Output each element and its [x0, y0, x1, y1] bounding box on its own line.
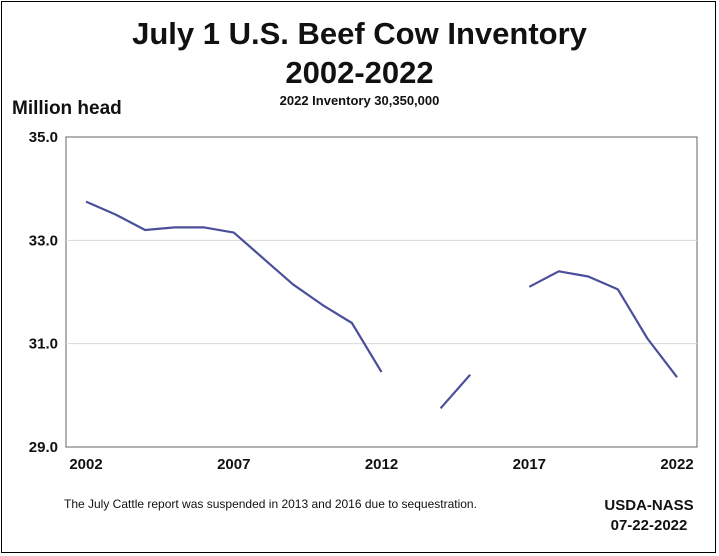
x-tick-label: 2022: [660, 456, 693, 473]
series-line-segment: [439, 373, 472, 410]
footnote: The July Cattle report was suspended in …: [64, 497, 477, 511]
y-tick-label: 35.0: [29, 129, 58, 146]
series-lines: [85, 200, 678, 410]
x-tick-label: 2017: [513, 456, 546, 473]
chart-title-years: 2002-2022: [285, 55, 434, 90]
y-tick-label: 33.0: [29, 232, 58, 249]
y-tick-label: 31.0: [29, 336, 58, 353]
chart-subtitle: 2022 Inventory 30,350,000: [279, 93, 440, 108]
series-line-segment: [528, 270, 678, 378]
x-axis: 2002 2007 2012 2017 2022: [69, 456, 693, 473]
y-axis: 29.0 31.0 33.0 35.0: [29, 129, 58, 456]
x-tick-label: 2012: [365, 456, 398, 473]
x-tick-label: 2002: [69, 456, 102, 473]
source-label: USDA-NASS: [604, 497, 694, 514]
y-axis-label: Million head: [12, 98, 122, 119]
y-tick-label: 29.0: [29, 439, 58, 456]
chart-title: July 1 U.S. Beef Cow Inventory: [132, 16, 587, 51]
x-tick-label: 2007: [217, 456, 250, 473]
gridlines: [66, 239, 697, 345]
series-line-segment: [85, 200, 383, 373]
plot-area: [65, 136, 698, 448]
source-date: 07-22-2022: [610, 517, 688, 534]
